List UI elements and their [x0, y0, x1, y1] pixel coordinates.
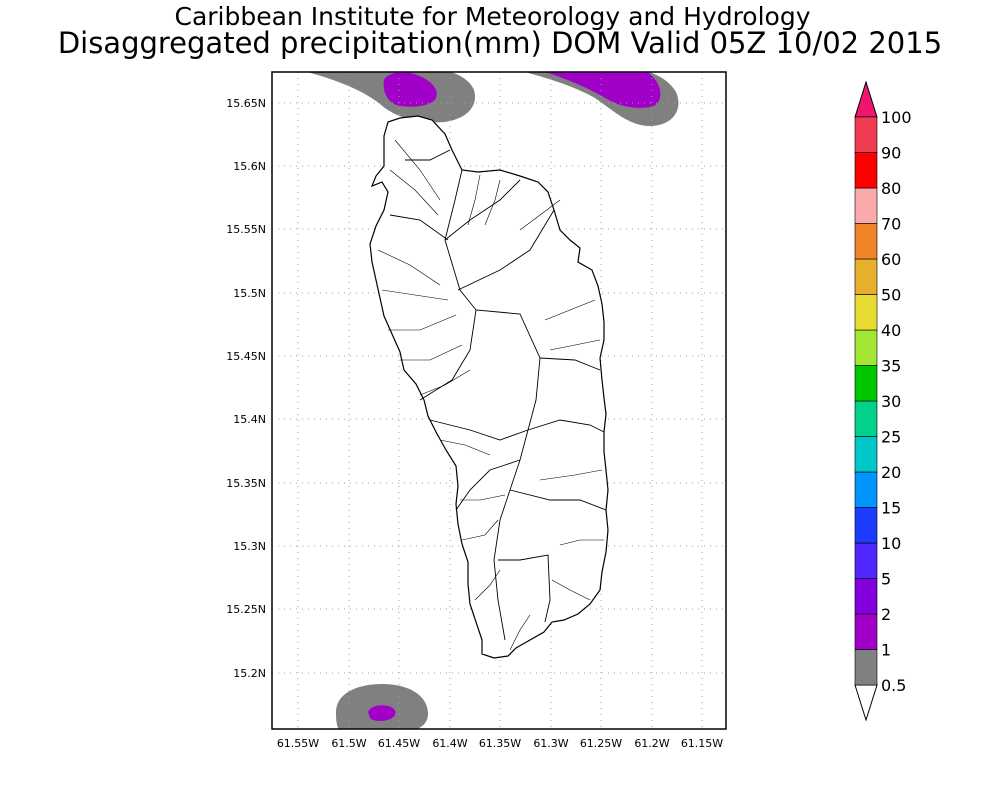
colorbar-top-arrow — [854, 80, 878, 118]
precip-area-northeast — [524, 72, 679, 126]
lon-label: 61.5W — [331, 737, 366, 750]
dominica-island — [369, 115, 609, 659]
colorbar-swatch-1 — [854, 649, 878, 686]
lat-label: 15.5N — [233, 287, 266, 300]
colorbar-label: 60 — [881, 250, 901, 269]
colorbar-label: 70 — [881, 215, 901, 234]
colorbar-label: 90 — [881, 144, 901, 163]
colorbar-swatch-2 — [854, 613, 878, 650]
colorbar-label: 80 — [881, 179, 901, 198]
colorbar-swatch-5 — [854, 578, 878, 615]
colorbar-label: 5 — [881, 570, 891, 589]
colorbar-label: 15 — [881, 499, 901, 518]
colorbar-swatch-30 — [854, 400, 878, 437]
lat-label: 15.3N — [233, 540, 266, 553]
lat-label: 15.6N — [233, 160, 266, 173]
lon-label: 61.45W — [378, 737, 420, 750]
colorbar-label: 25 — [881, 428, 901, 447]
colorbar-swatch-50 — [854, 294, 878, 331]
colorbar-label: 20 — [881, 463, 901, 482]
lat-label: 15.4N — [233, 413, 266, 426]
lon-axis-labels: 61.55W 61.5W 61.45W 61.4W 61.35W 61.3W 6… — [277, 737, 723, 750]
colorbar-swatch-25 — [854, 436, 878, 473]
colorbar-swatch-70 — [854, 223, 878, 260]
lat-label: 15.55N — [226, 223, 266, 236]
colorbar-swatch-10 — [854, 542, 878, 579]
colorbar-label: 10 — [881, 534, 901, 553]
colorbar-swatch-60 — [854, 258, 878, 295]
lat-axis-labels: 15.65N 15.6N 15.55N 15.5N 15.45N 15.4N 1… — [226, 97, 266, 680]
colorbar-label: 100 — [881, 108, 912, 127]
precip-area-northwest — [307, 72, 475, 123]
colorbar-swatch-20 — [854, 471, 878, 508]
map-frame — [271, 71, 727, 730]
colorbar-swatch-40 — [854, 329, 878, 366]
colorbar-swatch-90 — [854, 152, 878, 189]
grid-lines — [272, 72, 726, 729]
lon-label: 61.15W — [681, 737, 723, 750]
lat-label: 15.25N — [226, 603, 266, 616]
lat-label: 15.35N — [226, 477, 266, 490]
lon-label: 61.4W — [432, 737, 467, 750]
lon-label: 61.35W — [479, 737, 521, 750]
colorbar-label: 30 — [881, 392, 901, 411]
lon-label: 61.2W — [634, 737, 669, 750]
lon-label: 61.25W — [580, 737, 622, 750]
colorbar-label: 1 — [881, 641, 891, 660]
colorbar-swatch-100 — [854, 116, 878, 153]
lon-label: 61.55W — [277, 737, 319, 750]
lon-label: 61.3W — [533, 737, 568, 750]
colorbar-label: 40 — [881, 321, 901, 340]
lat-label: 15.2N — [233, 667, 266, 680]
lat-label: 15.45N — [226, 350, 266, 363]
colorbar-swatch-15 — [854, 507, 878, 544]
title-line-1: Caribbean Institute for Meteorology and … — [174, 2, 811, 31]
colorbar-label: 2 — [881, 605, 891, 624]
colorbar-label: 35 — [881, 357, 901, 376]
map-plot-area — [271, 71, 727, 730]
lat-label: 15.65N — [226, 97, 266, 110]
colorbar-swatch-35 — [854, 365, 878, 402]
title-line-2: Disaggregated precipitation(mm) DOM Vali… — [57, 26, 943, 60]
colorbar-swatch-80 — [854, 187, 878, 224]
colorbar-label: 50 — [881, 286, 901, 305]
colorbar-bottom-arrow — [854, 684, 878, 722]
colorbar-label: 0.5 — [881, 676, 906, 695]
precip-area-southwest — [336, 684, 428, 729]
